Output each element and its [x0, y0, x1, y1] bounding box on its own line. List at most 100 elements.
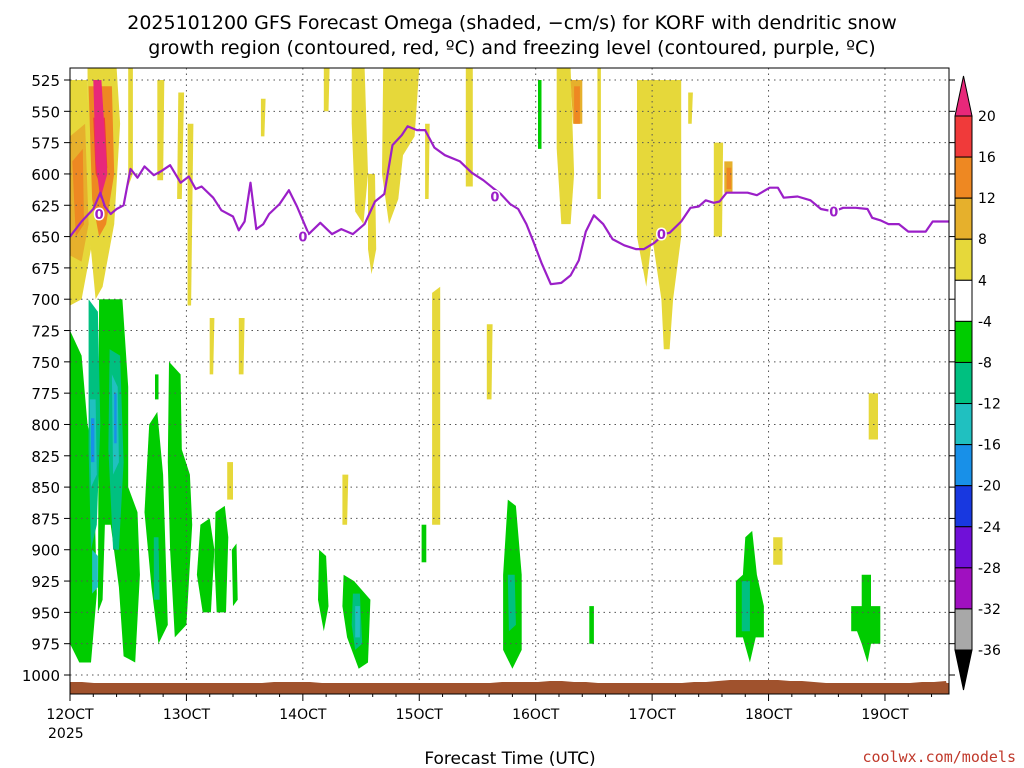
chart-title-line-1: 2025101200 GFS Forecast Omega (shaded, −… — [127, 12, 897, 34]
freezing-level-label-2: 0 — [298, 231, 307, 246]
y-tick-label-950: 950 — [31, 604, 60, 622]
omega-region-18 — [556, 68, 575, 225]
x-tick-label-12OCT: 12OCT — [46, 707, 94, 723]
omega-region-39 — [167, 361, 193, 638]
colorbar-swatch-8 — [954, 403, 973, 446]
omega-region-60 — [92, 549, 98, 594]
colorbar-label--8: -8 — [978, 355, 992, 371]
plot-frame — [69, 67, 950, 695]
omega-region-17 — [465, 68, 473, 187]
omega-region-8 — [238, 318, 245, 375]
omega-region-41 — [214, 505, 229, 613]
y-tick-label-925: 925 — [31, 573, 60, 591]
freezing-level-label-5: 0 — [829, 206, 838, 221]
y-tick-label-975: 975 — [31, 636, 60, 654]
omega-region-57 — [153, 537, 160, 600]
x-tick-label-14OCT: 14OCT — [279, 707, 327, 723]
y-tick-label-750: 750 — [31, 354, 60, 372]
omega-region-38 — [144, 411, 168, 644]
colorbar-swatch-1 — [954, 115, 973, 158]
colorbar-label--16: -16 — [978, 438, 1001, 454]
omega-region-25 — [688, 92, 693, 124]
y-tick-label-575: 575 — [31, 135, 60, 153]
x-tick-label-19OCT: 19OCT — [861, 707, 909, 723]
colorbar-swatch-5 — [954, 279, 973, 322]
omega-region-63 — [114, 393, 117, 444]
omega-region-24 — [260, 98, 266, 137]
omega-region-56 — [741, 581, 750, 632]
colorbar-label--20: -20 — [978, 479, 1001, 495]
omega-region-21 — [713, 142, 724, 237]
omega-region-14 — [382, 68, 420, 225]
y-tick-label-875: 875 — [31, 510, 60, 528]
x-axis-year: 2025 — [48, 726, 84, 742]
omega-region-30 — [72, 148, 84, 237]
omega-region-19 — [597, 68, 601, 199]
colorbar-swatch-13 — [954, 608, 973, 651]
credit-text: coolwx.com/models — [862, 748, 1016, 766]
omega-region-26 — [486, 324, 493, 400]
y-tick-label-825: 825 — [31, 448, 60, 466]
omega-region-40 — [196, 518, 215, 613]
freezing-level-label-4: 0 — [657, 228, 666, 243]
omega-region-23 — [868, 393, 878, 440]
omega-region-10 — [323, 68, 330, 112]
omega-region-61 — [355, 606, 360, 638]
omega-region-3 — [128, 68, 133, 187]
omega-region-4 — [157, 80, 165, 181]
colorbar-swatch-6 — [954, 320, 973, 363]
chart-title: 2025101200 GFS Forecast Omega (shaded, −… — [127, 12, 897, 59]
surface-band — [70, 680, 949, 694]
colorbar-swatch-3 — [954, 197, 973, 240]
omega-region-50 — [538, 80, 542, 149]
freezing-level-label-3: 0 — [490, 190, 499, 205]
y-axis: 525 550 575 600 625 650 675 700 725 750 775 800 825 8… — [22, 72, 955, 685]
colorbar-label-12: 12 — [978, 191, 996, 207]
omega-region-20 — [637, 80, 682, 350]
colorbar-label-8: 8 — [978, 232, 987, 248]
freezing-level-contour: 0 0 0 0 0 — [70, 125, 949, 286]
omega-region-42 — [231, 543, 238, 607]
colorbar-bottom-arrow — [954, 649, 973, 691]
colorbar-label--36: -36 — [978, 643, 1001, 659]
omega-region-9 — [227, 462, 233, 500]
colorbar-swatch-9 — [954, 444, 973, 487]
omega-region-13 — [368, 173, 377, 275]
surface-edge — [70, 680, 949, 694]
colorbar-swatch-10 — [954, 485, 973, 528]
omega-region-48 — [421, 524, 427, 563]
omega-region-6 — [187, 123, 194, 306]
x-axis-title: Forecast Time (UTC) — [424, 749, 595, 768]
x-tick-label-16OCT: 16OCT — [512, 707, 560, 723]
colorbar-swatch-2 — [954, 156, 973, 199]
omega-region-44 — [318, 549, 329, 632]
colorbar-label--24: -24 — [978, 520, 1001, 536]
y-tick-label-625: 625 — [31, 197, 60, 215]
x-tick-label-13OCT: 13OCT — [163, 707, 211, 723]
omega-region-5 — [177, 92, 185, 199]
colorbar-swatch-7 — [954, 361, 973, 405]
omega-region-62 — [91, 418, 95, 463]
y-tick-label-800: 800 — [31, 416, 60, 434]
omega-region-7 — [209, 318, 215, 375]
omega-region-49 — [589, 606, 594, 644]
colorbar-label--28: -28 — [978, 561, 1001, 577]
colorbar-label-16: 16 — [978, 150, 996, 166]
y-tick-label-700: 700 — [31, 291, 60, 309]
chart-title-line-2: growth region (contoured, red, ºC) and f… — [148, 37, 875, 59]
gridlines — [69, 68, 949, 694]
colorbar-legend: 20 16 12 8 4 -4 -8 -12 -16 -20 -24 -28 -32 -36 — [954, 75, 1001, 691]
colorbar-label--32: -32 — [978, 602, 1001, 618]
omega-region-32 — [574, 86, 580, 124]
omega-region-16 — [432, 286, 441, 525]
colorbar-top-arrow — [954, 75, 973, 117]
omega-region-47 — [851, 574, 881, 663]
y-tick-label-525: 525 — [31, 72, 60, 90]
y-tick-label-850: 850 — [31, 479, 60, 497]
y-tick-label-550: 550 — [31, 103, 60, 121]
y-tick-label-650: 650 — [31, 229, 60, 247]
y-tick-label-725: 725 — [31, 323, 60, 341]
omega-region-35 — [93, 80, 108, 199]
x-tick-label-17OCT: 17OCT — [629, 707, 677, 723]
